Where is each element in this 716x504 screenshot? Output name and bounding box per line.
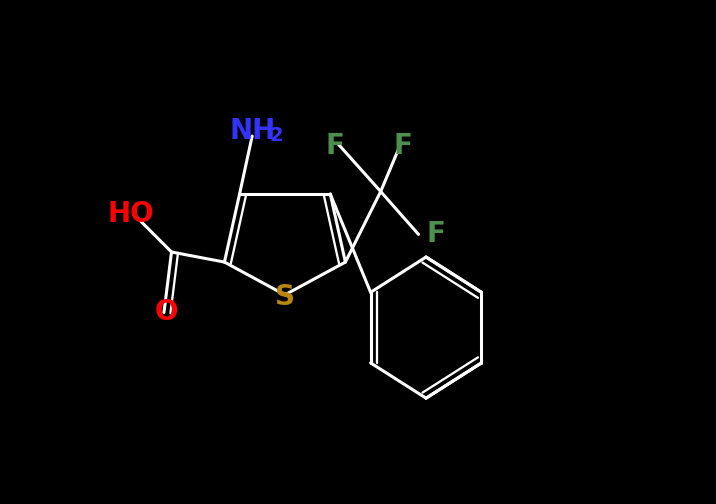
- Text: 2: 2: [269, 125, 283, 145]
- Text: F: F: [426, 220, 445, 248]
- Text: S: S: [275, 283, 295, 311]
- Text: O: O: [155, 298, 178, 327]
- Text: HO: HO: [108, 200, 155, 228]
- Text: F: F: [326, 132, 345, 160]
- Text: NH: NH: [229, 117, 275, 145]
- Text: F: F: [394, 132, 413, 160]
